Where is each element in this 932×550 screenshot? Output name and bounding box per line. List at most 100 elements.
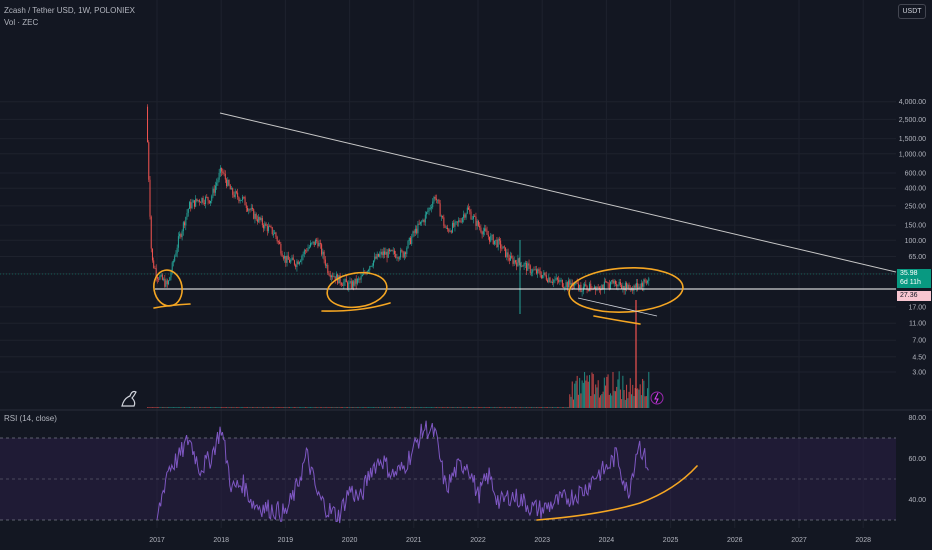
volume-bar [289, 407, 291, 408]
volume-bar [359, 407, 361, 408]
volume-bar [184, 407, 186, 408]
candle-body [327, 264, 329, 274]
volume-bar [159, 407, 161, 408]
candle-body [485, 228, 487, 231]
candle-body [458, 220, 460, 223]
candle-body [442, 215, 444, 218]
candle-body [423, 219, 425, 223]
candle-body [370, 265, 372, 267]
volume-bar [333, 407, 335, 408]
volume-bar [286, 407, 288, 408]
volume-bar [539, 407, 541, 408]
candle-body [608, 283, 610, 290]
volume-bar [508, 407, 510, 408]
candle-body [248, 209, 250, 211]
volume-bar [519, 407, 521, 408]
candle-body [303, 250, 305, 254]
candle-body [512, 257, 514, 264]
volume-bar [219, 407, 221, 408]
candle-body [166, 280, 168, 285]
volume-bar [150, 407, 152, 408]
volume-bar [338, 407, 340, 408]
rsi-legend[interactable]: RSI (14, close) [4, 414, 57, 423]
volume-bar [643, 380, 645, 408]
candle-body [335, 274, 337, 281]
volume-bar [597, 380, 599, 408]
volume-bar [435, 407, 437, 408]
volume-bar [329, 407, 331, 408]
volume-bar [484, 407, 486, 408]
candle-body [545, 275, 547, 280]
candle-body [395, 253, 397, 258]
volume-bar [537, 407, 539, 408]
candle-body [369, 266, 371, 270]
volume-bar [463, 407, 465, 408]
candle-body [181, 231, 183, 238]
candle-body [432, 201, 434, 208]
volume-bar [386, 407, 388, 408]
candle-body [510, 255, 512, 261]
volume-legend[interactable]: Vol · ZEC [4, 18, 39, 27]
candle-body [506, 252, 508, 257]
volume-bar [400, 407, 402, 408]
candle-body [560, 279, 562, 281]
rsi-rising-curve [536, 465, 698, 521]
candle-body [238, 197, 240, 202]
candle-body [381, 251, 383, 256]
volume-bar [234, 407, 236, 408]
volume-bar [449, 407, 451, 408]
currency-button[interactable]: USDT [898, 4, 926, 19]
volume-bar [505, 407, 507, 408]
volume-bar [571, 381, 573, 408]
volume-bar [318, 407, 320, 408]
volume-bar [595, 384, 597, 408]
volume-bar [376, 407, 378, 408]
volume-bar [291, 407, 293, 408]
candle-body [453, 223, 455, 227]
volume-bar [486, 407, 488, 408]
volume-bar [563, 407, 565, 408]
candle-body [561, 279, 563, 287]
volume-bar [266, 407, 268, 408]
candle-body [219, 167, 221, 173]
candle-body [491, 234, 493, 236]
y-tick-label: 7.00 [912, 338, 926, 345]
candle-body [584, 284, 586, 287]
candle-body [523, 263, 525, 267]
volume-bar [168, 407, 170, 408]
candle-body [180, 234, 182, 238]
volume-bar [174, 407, 176, 408]
volume-bar [569, 394, 571, 408]
candle-body [397, 257, 399, 259]
candle-body [418, 223, 420, 225]
volume-bar [547, 407, 549, 408]
candle-body [184, 222, 186, 226]
volume-bar [438, 407, 440, 408]
candle-body [444, 225, 446, 228]
chart-symbol-title[interactable]: Zcash / Tether USD, 1W, POLONIEX [4, 6, 136, 15]
volume-bar [611, 395, 613, 408]
candle-body [317, 240, 319, 247]
candle-body [306, 250, 308, 252]
candle-body [158, 278, 160, 280]
volume-bar [465, 407, 467, 408]
volume-bar [487, 407, 489, 408]
candle-body [275, 232, 277, 237]
volume-bar [526, 407, 528, 408]
candle-body [589, 283, 591, 292]
candle-body [350, 281, 352, 288]
candle-body [312, 241, 314, 243]
volume-bar [511, 407, 513, 408]
candle-body [465, 213, 467, 218]
candle-body [176, 247, 178, 254]
candle-body [305, 250, 307, 252]
candle-body [534, 269, 536, 271]
candle-body [387, 249, 389, 258]
x-tick-label: 2018 [213, 537, 229, 544]
candle-body [593, 286, 595, 290]
candle-body [524, 263, 526, 264]
candle-body [606, 281, 608, 283]
volume-bar [276, 407, 278, 408]
volume-bar [456, 407, 458, 408]
